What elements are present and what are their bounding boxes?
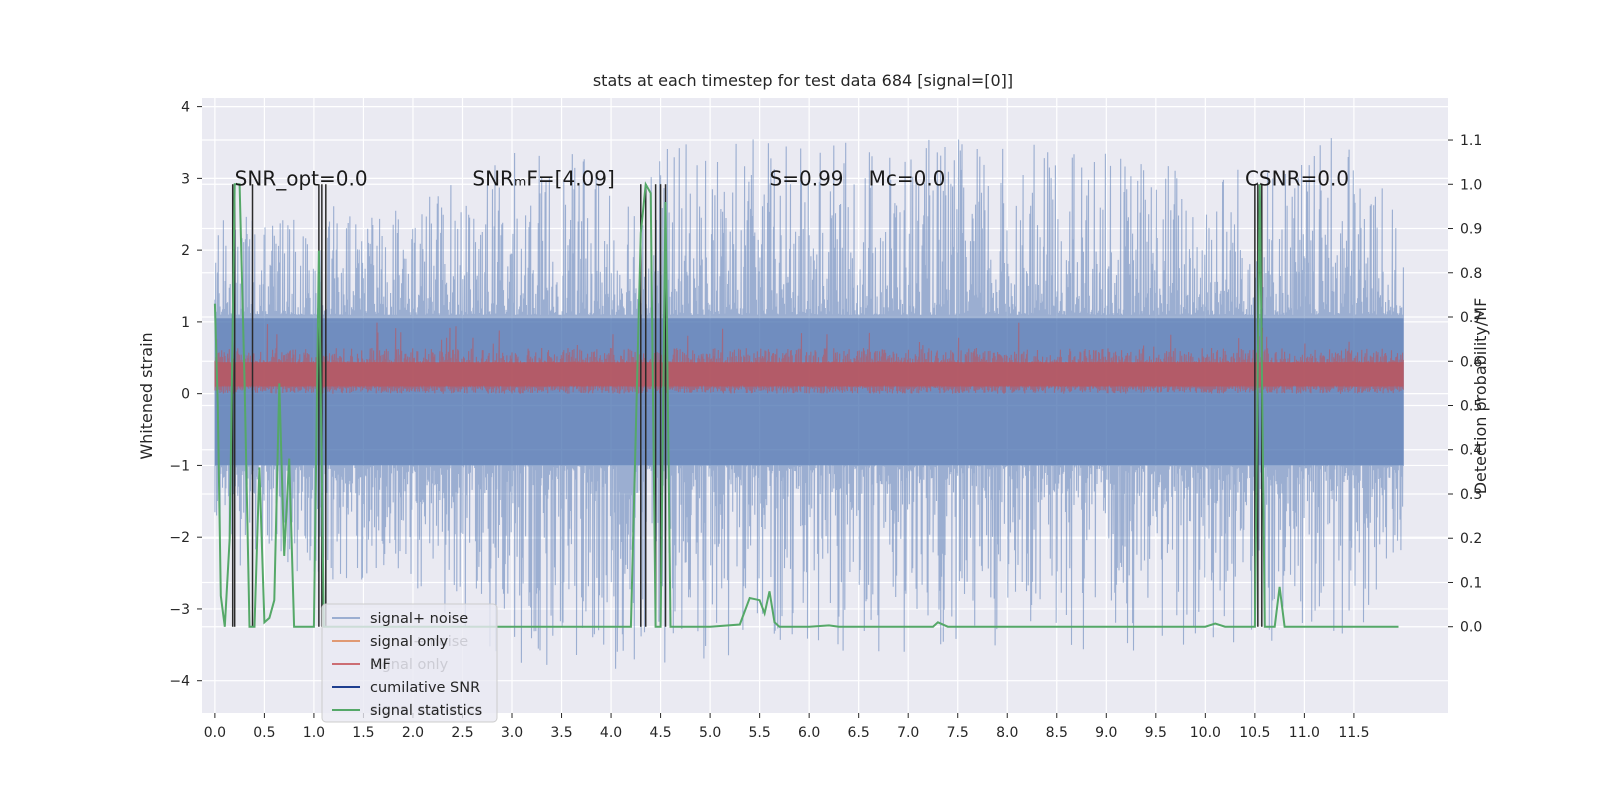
- y2-tick-label: 0.6: [1460, 354, 1482, 370]
- legend-box: [321, 603, 498, 723]
- y2-tick-label: 0.8: [1460, 266, 1482, 282]
- y2-tick-label: 0.2: [1460, 531, 1482, 547]
- x-tick-label: 1.0: [303, 725, 325, 741]
- y-tick-label: −3: [169, 602, 190, 618]
- signal-statistics-series: [213, 181, 1399, 628]
- y2-axis-label: Detection probability/MF: [1471, 298, 1490, 495]
- legend-ghost-label: signal statistics: [370, 702, 482, 718]
- legend-ghost-label: signal+ noise: [370, 634, 468, 650]
- y2-tick-label: 0.3: [1460, 487, 1482, 503]
- x-tick-label: 11.0: [1289, 725, 1320, 741]
- annotation-text: S=0.99: [770, 166, 844, 190]
- y2-tick-label: 0.1: [1460, 575, 1482, 591]
- chart-title: stats at each timestep for test data 684…: [593, 71, 1013, 90]
- y2-tick-label: 1.1: [1460, 133, 1482, 149]
- legend-label: signal+ noise: [370, 611, 468, 627]
- y-axis-right: 0.0 0.1 0.2 0.3 0.4 0.5 0.6 0.7 0.8 0.9 1.0 1.1: [1448, 133, 1482, 636]
- annotation-text: CSNR=0.0: [1245, 166, 1349, 190]
- x-tick-label: 3.5: [550, 725, 572, 741]
- y-tick-label: 2: [181, 243, 190, 259]
- legend-label: cumilative SNR: [370, 680, 480, 696]
- y-tick-label: −2: [169, 530, 190, 546]
- x-tick-label: 9.5: [1145, 725, 1167, 741]
- legend-label: signal statistics: [370, 703, 482, 719]
- x-axis: 0.0 0.5 1.0 1.5 2.0 2.5 3.0 3.5 4.0 4.5 5.0 5.5 6.0 6…: [204, 713, 1369, 741]
- y-tick-label: 0: [181, 387, 190, 403]
- x-tick-label: 8.0: [996, 725, 1018, 741]
- x-tick-label: 10.5: [1239, 725, 1270, 741]
- x-tick-label: 4.0: [600, 725, 622, 741]
- x-tick-label: 6.5: [848, 725, 870, 741]
- x-tick-label: 7.0: [897, 725, 919, 741]
- data-layer: [213, 138, 1404, 669]
- legend-label: MF: [370, 657, 391, 673]
- annotation-text: SNRₘF=[4.09]: [472, 166, 614, 190]
- y2-tick-label: 0.9: [1460, 222, 1482, 238]
- legend-label: signal only: [370, 634, 449, 650]
- legend-ghost-label: signal only: [370, 657, 449, 673]
- x-tick-label: 8.5: [1046, 725, 1068, 741]
- x-tick-label: 5.0: [699, 725, 721, 741]
- y-tick-label: 1: [181, 315, 190, 331]
- y-axis-left: −4 −3 −2 −1 0 1 2 3 4: [169, 100, 202, 690]
- x-tick-label: 5.5: [748, 725, 770, 741]
- x-tick-label: 2.5: [451, 725, 473, 741]
- y2-tick-label: 0.0: [1460, 620, 1482, 636]
- mf-series: [214, 322, 1404, 394]
- annotation-text: SNR_opt=0.0: [235, 166, 368, 190]
- x-tick-label: 2.0: [402, 725, 424, 741]
- x-tick-label: 1.5: [352, 725, 374, 741]
- x-tick-label: 0.0: [204, 725, 226, 741]
- x-tick-label: 0.5: [253, 725, 275, 741]
- y2-tick-label: 0.4: [1460, 443, 1482, 459]
- x-tick-label: 3.0: [501, 725, 523, 741]
- annotations: SNR_opt=0.0 SNRₘF=[4.09] S=0.99 Mᴄ=0.0 CSNR=…: [235, 166, 1349, 190]
- x-tick-label: 9.0: [1095, 725, 1117, 741]
- annotation-text: Mᴄ=0.0: [869, 166, 946, 190]
- y-tick-label: −4: [169, 674, 190, 690]
- y-axis-label: Whitened strain: [137, 332, 156, 459]
- x-tick-label: 7.5: [947, 725, 969, 741]
- y2-tick-label: 0.7: [1460, 310, 1482, 326]
- x-tick-label: 11.5: [1338, 725, 1369, 741]
- x-tick-label: 10.0: [1190, 725, 1221, 741]
- y-tick-label: 3: [181, 171, 190, 187]
- y-tick-label: −1: [169, 458, 190, 474]
- x-tick-label: 6.0: [798, 725, 820, 741]
- y2-tick-label: 0.5: [1460, 399, 1482, 415]
- y-tick-label: 4: [181, 100, 190, 116]
- x-tick-label: 4.5: [649, 725, 671, 741]
- y2-tick-label: 1.0: [1460, 177, 1482, 193]
